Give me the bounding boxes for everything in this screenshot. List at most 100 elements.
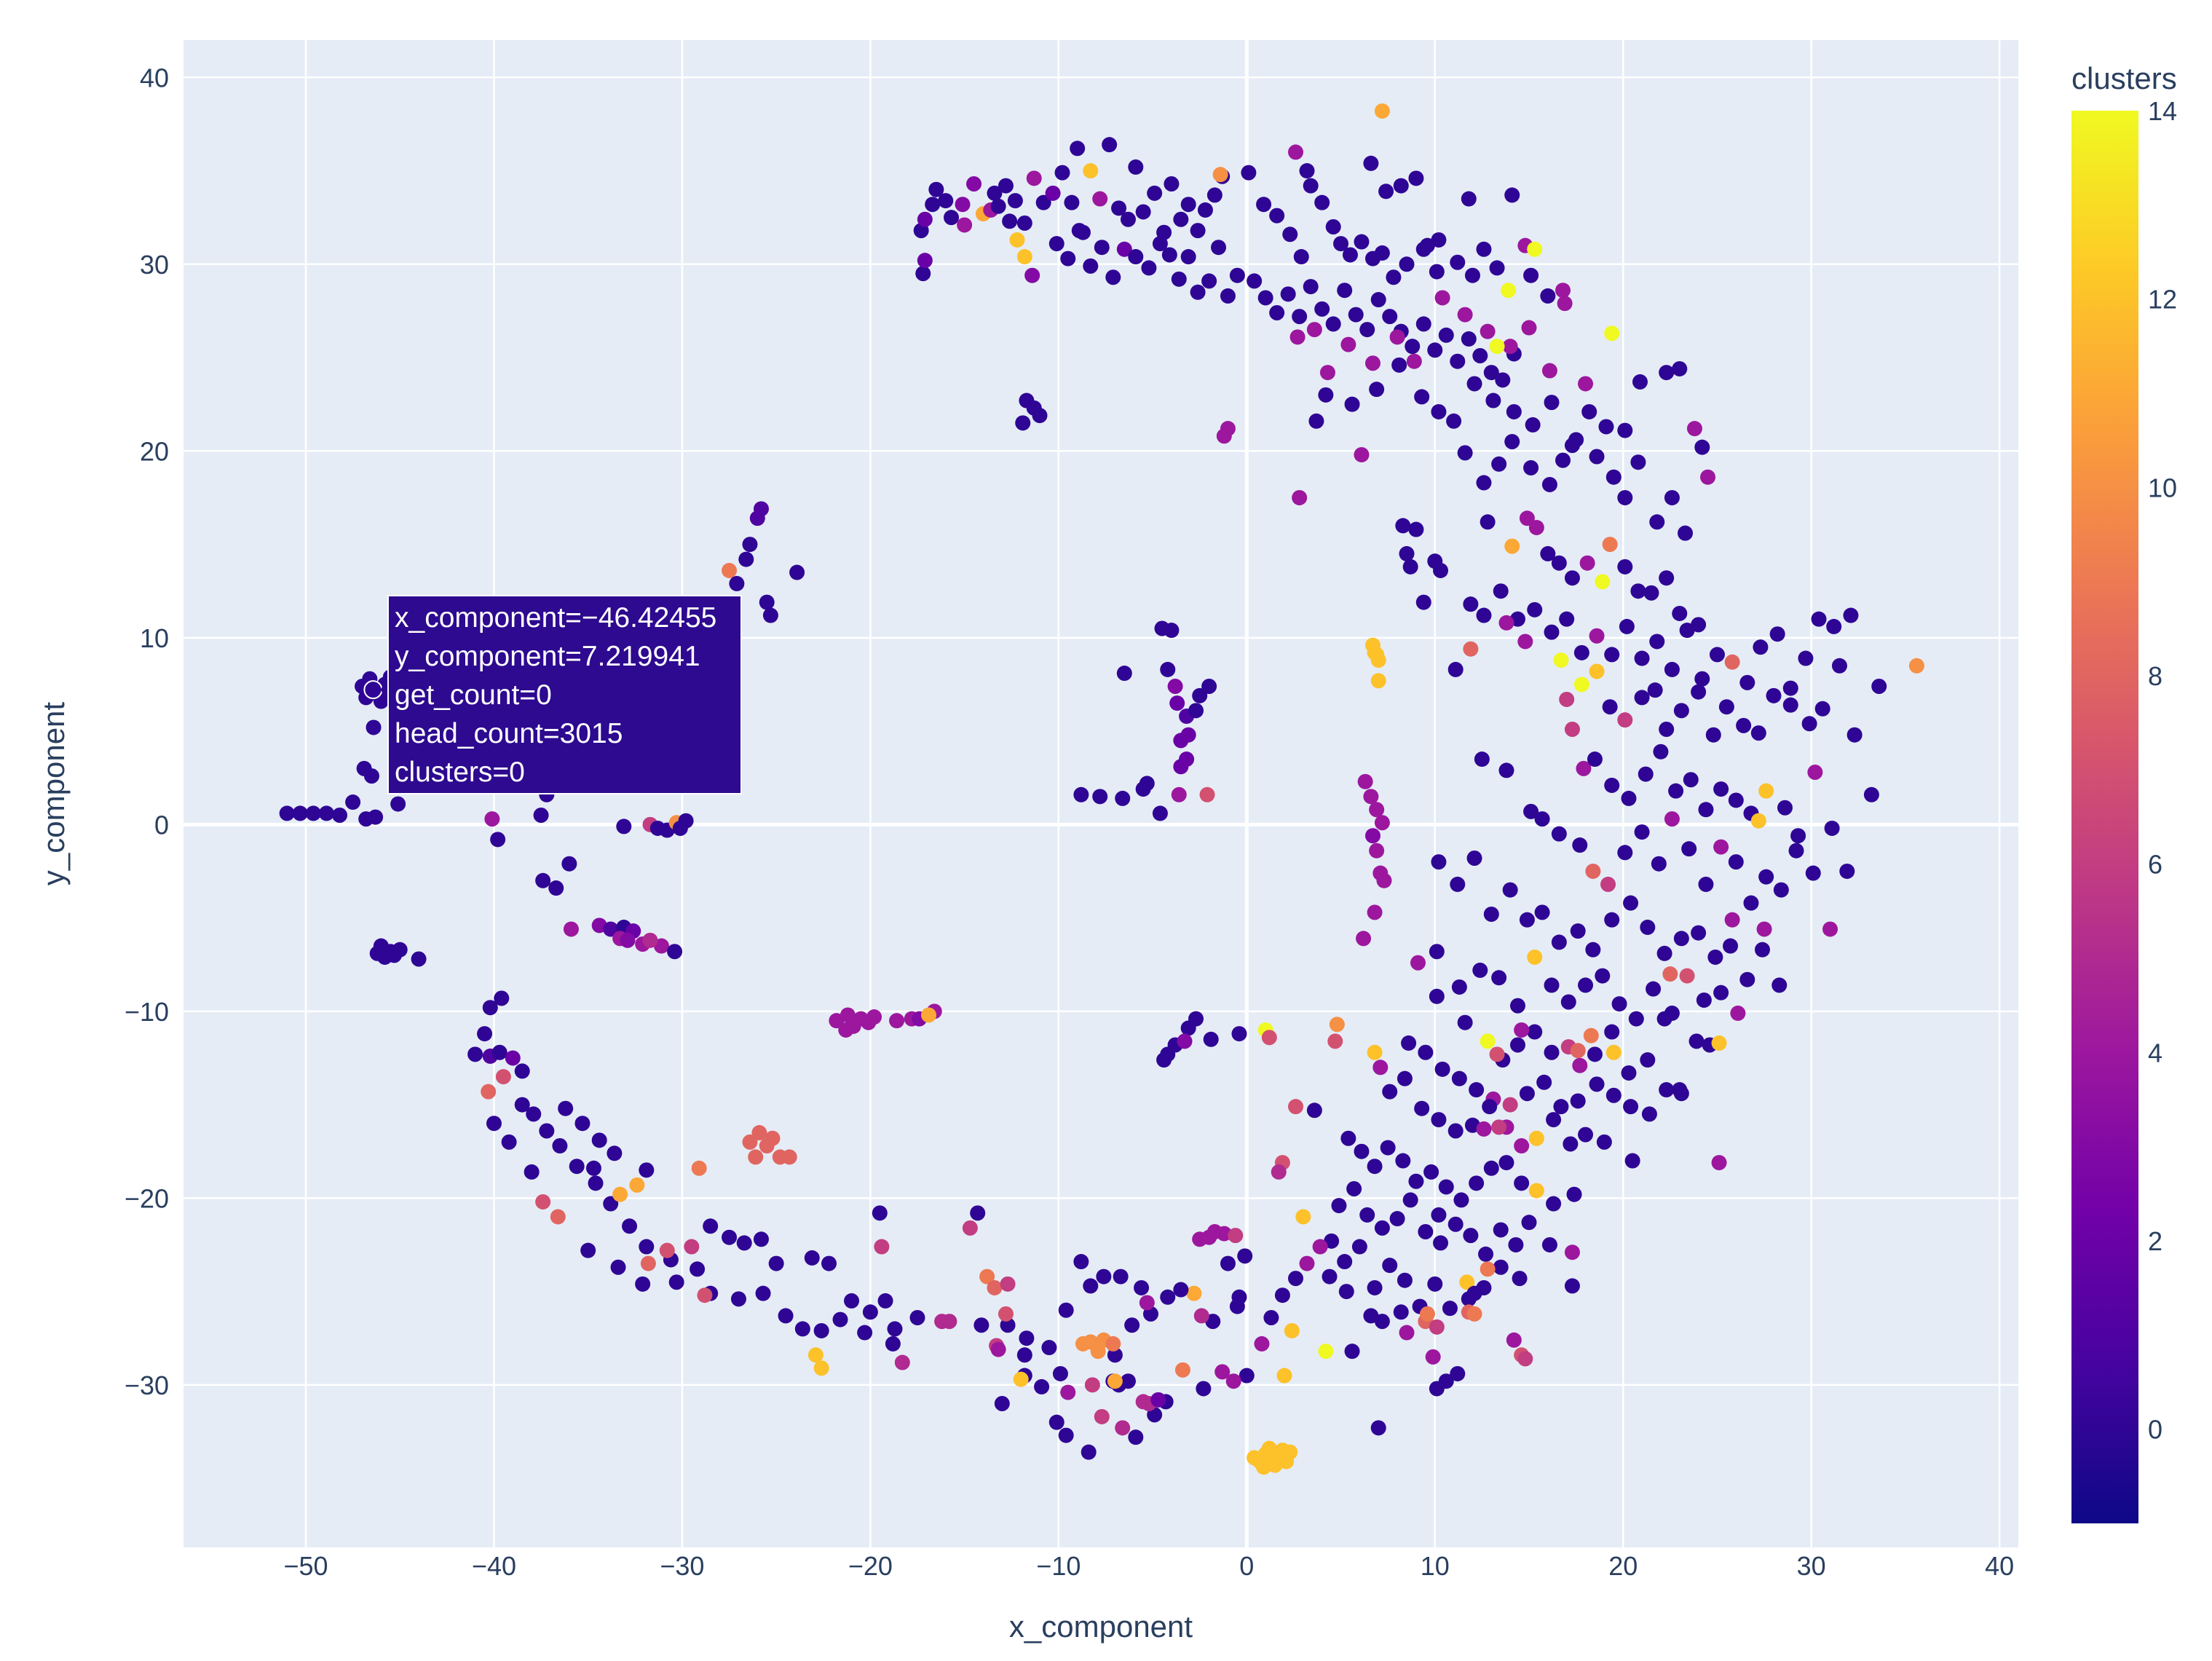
tooltip-line-clusters: clusters=0 — [395, 757, 525, 788]
data-point — [1359, 1207, 1375, 1223]
data-point — [1369, 843, 1385, 859]
data-point — [1640, 1052, 1656, 1068]
data-point — [1647, 682, 1663, 698]
data-point — [1559, 611, 1575, 627]
data-point — [1180, 727, 1196, 743]
data-point — [1369, 647, 1385, 663]
data-point — [1756, 921, 1772, 937]
data-point — [794, 1321, 810, 1337]
data-point — [1546, 1112, 1562, 1128]
data-point — [1617, 845, 1633, 861]
tooltip-arrow — [380, 676, 389, 703]
data-point — [1643, 585, 1659, 601]
data-point — [1673, 703, 1689, 719]
data-point — [1124, 1317, 1140, 1333]
data-point — [1306, 1102, 1322, 1118]
data-point — [1370, 673, 1386, 689]
data-point — [1196, 1381, 1212, 1397]
x-tick-labels: −50 −40 −30 −20 −10 0 10 20 30 40 — [283, 1551, 2014, 1581]
data-point — [386, 947, 402, 963]
data-point — [874, 1239, 890, 1255]
data-point — [1624, 1153, 1640, 1169]
data-point — [1179, 751, 1195, 768]
data-point — [1354, 234, 1370, 250]
data-point — [1771, 977, 1788, 993]
data-point — [612, 1186, 628, 1202]
data-point — [1570, 1093, 1586, 1109]
data-point — [1551, 934, 1567, 950]
data-point — [1623, 895, 1639, 911]
data-point — [1009, 232, 1025, 248]
data-point — [857, 1325, 873, 1341]
data-point — [1528, 1130, 1544, 1146]
y-tick-label: 10 — [140, 623, 169, 653]
data-point — [1656, 1011, 1672, 1027]
data-point — [1619, 618, 1635, 634]
data-point — [1450, 876, 1466, 892]
data-point — [1824, 820, 1840, 836]
data-point — [1466, 1306, 1482, 1322]
data-point — [1540, 288, 1556, 304]
data-point — [778, 1308, 794, 1324]
data-point — [1583, 1027, 1599, 1043]
data-point — [1333, 236, 1349, 252]
data-point — [1504, 187, 1520, 203]
data-point — [1160, 661, 1176, 677]
data-point — [639, 1239, 655, 1255]
data-point — [1585, 863, 1601, 879]
data-point — [1480, 323, 1496, 339]
data-point — [1758, 783, 1774, 799]
data-point — [588, 1175, 604, 1191]
data-point — [1073, 786, 1089, 802]
data-point — [1572, 837, 1588, 853]
data-point — [729, 575, 745, 591]
data-point — [1045, 185, 1061, 201]
data-point — [1380, 1140, 1396, 1156]
data-point — [1754, 942, 1770, 958]
data-point — [668, 1274, 684, 1290]
data-point — [1573, 676, 1589, 693]
x-tick-label: 0 — [1239, 1551, 1254, 1581]
data-point — [889, 1013, 905, 1029]
data-point — [1527, 949, 1543, 965]
data-point — [1401, 1035, 1417, 1051]
data-point — [1156, 1052, 1172, 1068]
data-point — [558, 1100, 574, 1116]
data-point — [691, 1160, 707, 1176]
data-point — [526, 1106, 542, 1122]
data-point — [659, 1242, 675, 1258]
data-point — [1289, 329, 1306, 345]
data-point — [1408, 170, 1424, 186]
data-point — [1171, 271, 1187, 287]
data-point — [1679, 623, 1695, 639]
data-point — [1602, 537, 1618, 553]
data-point — [730, 1291, 746, 1307]
data-point — [1653, 743, 1669, 760]
data-point — [789, 564, 805, 580]
data-point — [1649, 514, 1665, 530]
data-point — [1220, 288, 1236, 304]
data-point — [1600, 876, 1616, 892]
data-point — [1523, 459, 1539, 476]
data-point — [1048, 236, 1064, 252]
data-point — [1220, 1255, 1236, 1271]
data-point — [1225, 1373, 1241, 1389]
data-point — [1325, 316, 1341, 332]
data-point — [1337, 283, 1353, 299]
data-point — [1034, 1378, 1050, 1394]
data-point — [1638, 766, 1654, 782]
data-point — [1105, 1335, 1121, 1352]
data-point — [1319, 365, 1335, 381]
data-point — [1617, 712, 1633, 728]
data-point — [1389, 1211, 1405, 1227]
colorbar-scale — [2071, 111, 2138, 1523]
data-point — [1447, 1123, 1464, 1139]
data-point — [1160, 1289, 1176, 1305]
data-point — [1476, 1121, 1492, 1137]
data-point — [1453, 1192, 1469, 1208]
data-point — [944, 210, 960, 226]
data-point — [1782, 697, 1798, 713]
data-point — [1589, 1076, 1605, 1092]
data-point — [1681, 841, 1697, 857]
